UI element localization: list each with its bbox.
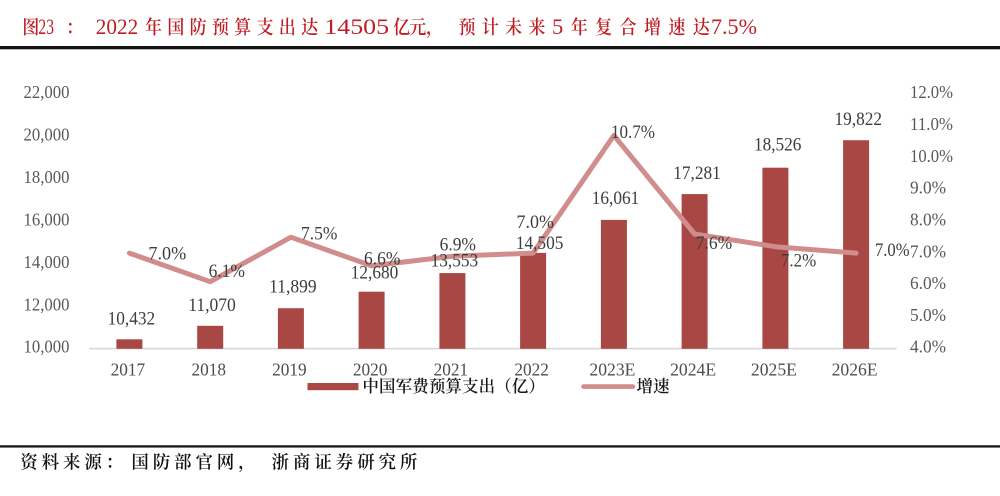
svg-text:6.9%: 6.9% [440, 235, 476, 256]
svg-text:2025E: 2025E [751, 359, 797, 379]
svg-text:14,000: 14,000 [24, 252, 70, 272]
svg-text:7.0%: 7.0% [517, 212, 554, 233]
svg-text:4.0%: 4.0% [910, 337, 946, 357]
svg-text:2017: 2017 [111, 359, 146, 379]
svg-text:18,000: 18,000 [24, 167, 70, 187]
svg-text:16,061: 16,061 [592, 188, 640, 209]
svg-text:7.0%: 7.0% [148, 244, 186, 265]
svg-text:13,553: 13,553 [431, 251, 479, 272]
svg-text:6.1%: 6.1% [209, 261, 245, 282]
svg-text:7.2%: 7.2% [781, 251, 816, 272]
svg-text:10.0%: 10.0% [910, 146, 953, 166]
svg-text:23: 23 [38, 14, 54, 39]
svg-text:7.0%: 7.0% [875, 240, 910, 261]
svg-text:10,000: 10,000 [24, 337, 70, 357]
svg-text:2021: 2021 [434, 359, 469, 379]
svg-text:7.0%: 7.0% [910, 241, 946, 261]
svg-text:5.0%: 5.0% [910, 305, 946, 325]
svg-text:17,281: 17,281 [673, 163, 721, 184]
svg-text:11,070: 11,070 [188, 295, 236, 316]
svg-text:2022: 2022 [514, 359, 549, 379]
svg-text:16,000: 16,000 [24, 209, 70, 229]
svg-text:11.0%: 11.0% [910, 114, 953, 134]
svg-text:2026E: 2026E [832, 359, 878, 379]
svg-text:2020: 2020 [353, 359, 388, 379]
svg-text:2022: 2022 [96, 14, 138, 39]
svg-text:5: 5 [552, 14, 563, 39]
svg-text:8.0%: 8.0% [910, 210, 946, 230]
svg-text:2019: 2019 [272, 359, 307, 379]
svg-text:7.5%: 7.5% [301, 223, 337, 244]
svg-text:10,432: 10,432 [108, 309, 156, 330]
svg-text:2023E: 2023E [589, 359, 635, 379]
svg-text:7.6%: 7.6% [696, 233, 732, 254]
svg-text:12,000: 12,000 [24, 294, 70, 314]
svg-text:11,899: 11,899 [269, 276, 317, 297]
svg-text:10.7%: 10.7% [611, 122, 655, 143]
svg-text:20,000: 20,000 [24, 125, 70, 145]
svg-text:22,000: 22,000 [24, 82, 70, 102]
svg-text:2018: 2018 [191, 359, 226, 379]
svg-text:7.5%: 7.5% [711, 14, 757, 39]
svg-text:14,505: 14,505 [516, 233, 564, 254]
svg-text:14505: 14505 [324, 14, 389, 39]
svg-text:6.6%: 6.6% [364, 249, 400, 270]
svg-text:12.0%: 12.0% [910, 82, 953, 102]
svg-text:19,822: 19,822 [835, 109, 883, 130]
svg-text:6.0%: 6.0% [910, 273, 946, 293]
svg-text:9.0%: 9.0% [910, 178, 946, 198]
svg-text:18,526: 18,526 [754, 135, 802, 156]
svg-text:12,680: 12,680 [351, 262, 399, 283]
svg-text:2024E: 2024E [670, 359, 716, 379]
